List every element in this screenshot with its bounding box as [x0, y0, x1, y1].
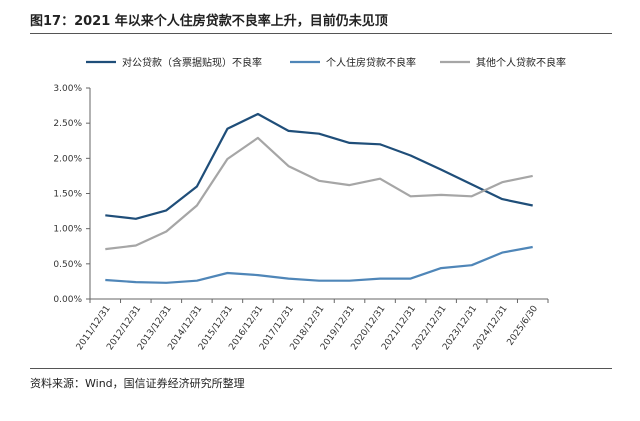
y-tick-label: 2.00% [53, 154, 82, 164]
footer-divider [30, 368, 612, 369]
chart-legend: 对公贷款（含票据贴现）不良率 个人住房贷款不良率 其他个人贷款不良率 [86, 56, 566, 69]
source-note: 资料来源：Wind，国信证券经济研究所整理 [30, 377, 245, 390]
series-line-3 [105, 136, 533, 251]
figure-title: 图17：2021 年以来个人住房贷款不良率上升，目前仍未见顶 [30, 14, 388, 29]
y-axis: 0.00% 0.50% 1.00% 1.50% 2.00% 2.50% 3.00% [53, 84, 91, 305]
x-tick-label: 2025/6/30 [506, 304, 541, 348]
series-line-1 [105, 112, 533, 220]
y-tick-label: 3.00% [53, 84, 82, 94]
y-tick-label: 0.50% [53, 260, 82, 270]
legend-label: 个人住房贷款不良率 [326, 56, 416, 69]
series-lines [105, 112, 533, 284]
series-line-2 [105, 245, 533, 284]
y-tick-label: 1.50% [53, 190, 82, 200]
x-axis: 2011/12/312012/12/312013/12/312014/12/31… [75, 298, 549, 352]
y-tick-label: 1.00% [53, 225, 82, 235]
y-tick-label: 2.50% [53, 119, 82, 129]
legend-label: 其他个人贷款不良率 [476, 56, 566, 69]
legend-label: 对公贷款（含票据贴现）不良率 [122, 56, 262, 69]
y-tick-label: 0.00% [53, 295, 82, 305]
title-divider [30, 33, 612, 34]
